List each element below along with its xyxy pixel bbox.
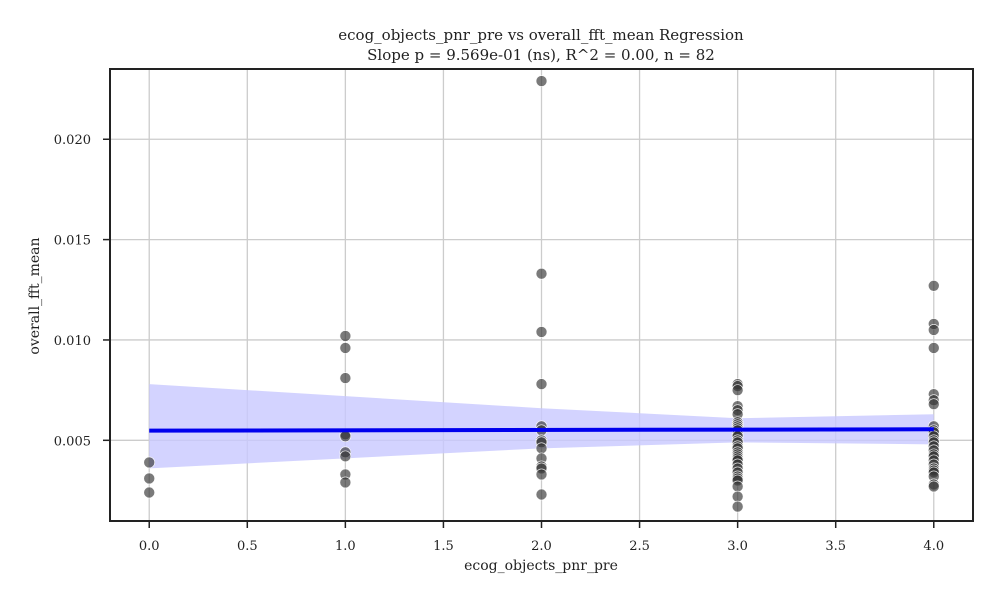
- data-point: [731, 480, 744, 493]
- x-tick-label: 0.5: [237, 539, 258, 554]
- data-point: [927, 480, 940, 493]
- plot-area: 0.0 0.5 1.0 1.5 2.0 2.5 3.0 3.5 4.0 0.005 0.010 0.0…: [54, 68, 974, 554]
- data-point: [535, 75, 548, 87]
- data-point: [535, 442, 548, 455]
- data-point: [927, 342, 940, 354]
- data-point: [535, 378, 548, 390]
- data-point: [143, 472, 156, 485]
- x-tick-label: 3.0: [727, 539, 748, 554]
- data-point: [535, 267, 548, 280]
- x-tick-label: 2.0: [531, 539, 552, 554]
- chart-title: ecog_objects_pnr_pre vs overall_fft_mean…: [338, 26, 744, 44]
- y-tick-label: 0.020: [54, 133, 91, 148]
- data-point: [535, 326, 548, 338]
- x-tick-label: 2.5: [629, 539, 650, 554]
- data-point: [731, 500, 744, 513]
- y-tick-label: 0.015: [54, 234, 91, 249]
- y-axis-label: overall_fft_mean: [27, 237, 43, 354]
- x-tick-label: 1.5: [433, 539, 454, 554]
- x-tick-label: 4.0: [923, 539, 944, 554]
- data-point: [143, 486, 156, 499]
- data-point: [339, 342, 352, 354]
- y-tick-label: 0.005: [54, 434, 91, 449]
- chart-subtitle: Slope p = 9.569e-01 (ns), R^2 = 0.00, n …: [367, 46, 715, 64]
- x-tick-label: 3.5: [825, 539, 846, 554]
- data-point: [535, 468, 548, 481]
- x-axis-label: ecog_objects_pnr_pre: [464, 558, 618, 574]
- data-point: [339, 330, 352, 342]
- data-point: [339, 430, 352, 443]
- regression-line: [149, 427, 934, 433]
- data-point: [927, 324, 940, 336]
- data-point: [731, 490, 744, 503]
- data-point: [731, 384, 744, 396]
- x-tick-label: 1.0: [335, 539, 356, 554]
- data-point: [535, 488, 548, 501]
- data-point: [143, 456, 156, 469]
- data-point: [339, 476, 352, 489]
- data-point: [927, 398, 940, 410]
- x-tick-label: 0.0: [139, 539, 160, 554]
- y-tick-label: 0.010: [54, 334, 91, 349]
- data-point: [927, 279, 940, 292]
- data-point: [339, 372, 352, 384]
- data-point: [339, 450, 352, 463]
